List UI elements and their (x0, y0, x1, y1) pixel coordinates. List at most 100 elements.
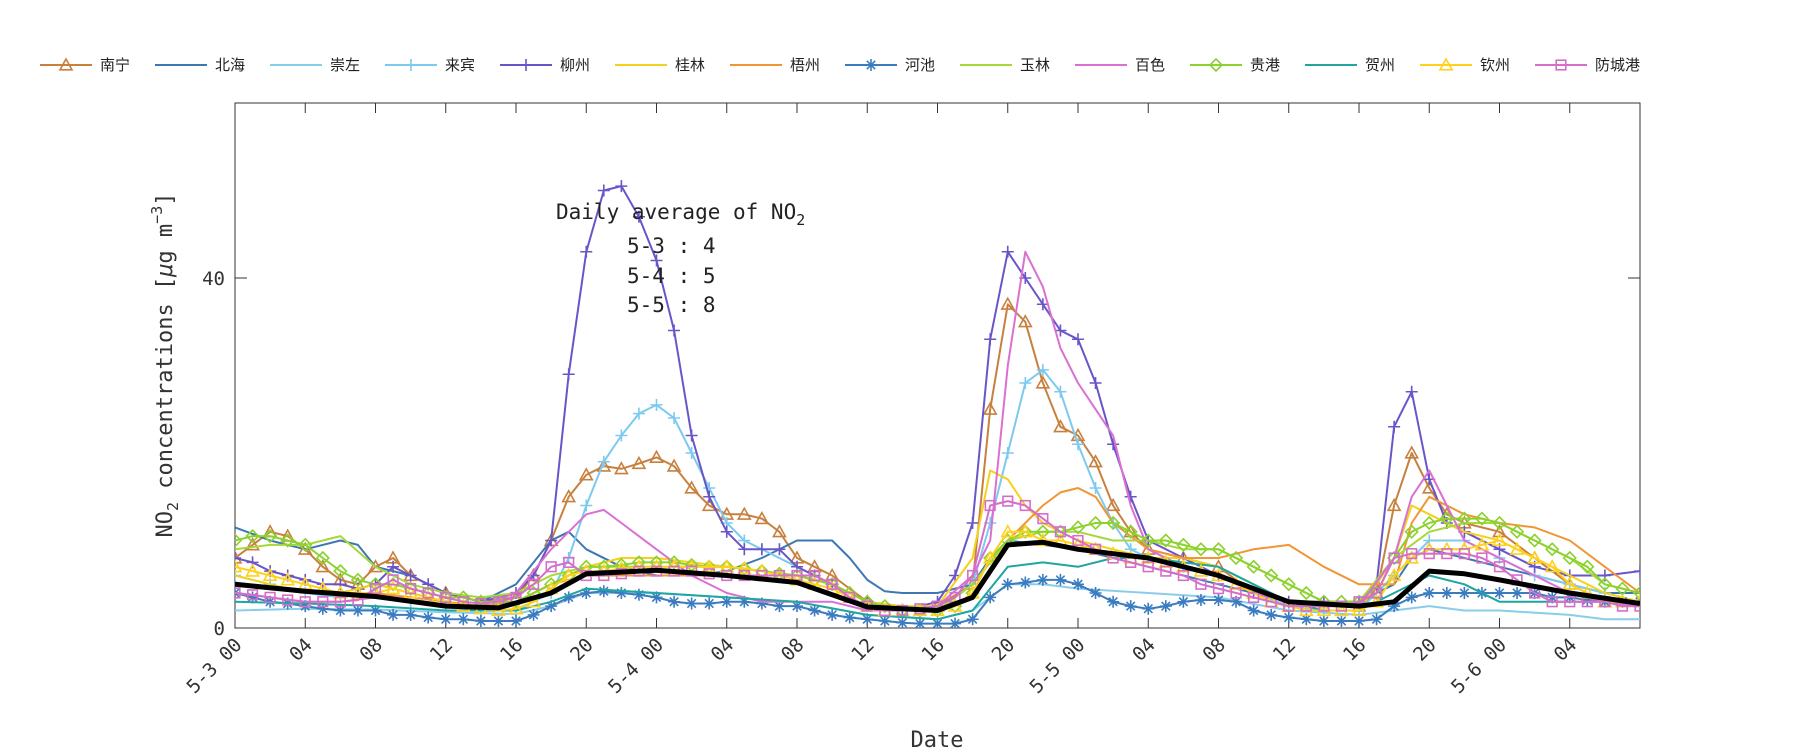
data-point-marker (404, 569, 417, 582)
data-point-marker (1054, 324, 1067, 337)
series-line (235, 250, 1640, 612)
data-point-marker (984, 333, 997, 346)
data-point-marker (668, 595, 681, 608)
data-point-marker (982, 401, 998, 415)
data-point-marker (1036, 363, 1049, 376)
data-point-marker (405, 583, 417, 595)
x-tick-label: 04 (1128, 634, 1160, 666)
data-point-marker (1457, 511, 1472, 526)
data-point-marker (684, 480, 699, 494)
legend-label: 防城港 (1595, 56, 1640, 74)
legend-label: 河池 (905, 56, 935, 74)
data-point-marker (1123, 524, 1138, 539)
data-point-marker (1388, 420, 1401, 433)
data-point-marker (334, 604, 347, 617)
data-point-marker (1035, 375, 1051, 389)
annotation-title: Daily average of NO2 (556, 200, 805, 229)
data-point-marker (878, 615, 891, 627)
data-point-marker (1107, 595, 1120, 608)
data-point-marker (1476, 552, 1488, 564)
daily-average-annotation: Daily average of NO2 5-3 : 4 5-4 : 5 5-5… (556, 200, 805, 317)
data-point-marker (615, 180, 628, 193)
series-0 (235, 296, 1640, 617)
data-point-marker (334, 596, 346, 608)
data-point-marker (545, 600, 558, 613)
legend-item: 南宁 (40, 56, 130, 74)
data-point-marker (561, 567, 577, 582)
data-point-marker (562, 591, 575, 604)
series-11 (235, 557, 1640, 621)
legend-label: 百色 (1135, 56, 1165, 74)
data-point-marker (791, 600, 803, 613)
legend-label: 崇左 (330, 56, 360, 74)
data-point-marker (368, 577, 383, 592)
series-line (235, 185, 1640, 612)
data-point-marker (1195, 578, 1207, 590)
data-point-marker (1298, 602, 1314, 617)
data-point-marker (738, 595, 751, 608)
data-point-marker (719, 559, 734, 574)
data-point-marker (1597, 577, 1613, 592)
data-point-marker (967, 569, 979, 582)
data-point-marker (1632, 585, 1640, 601)
data-point-marker (316, 602, 329, 615)
data-point-marker (315, 550, 330, 566)
data-point-marker (1474, 537, 1490, 551)
data-point-marker (1562, 550, 1577, 566)
data-point-marker (563, 556, 575, 568)
data-point-marker (578, 467, 594, 481)
x-tick-label: 08 (1198, 634, 1230, 666)
data-point-marker (1054, 573, 1067, 586)
legend-item: 崇左 (270, 56, 360, 74)
data-point-marker (982, 550, 998, 564)
data-point-marker (1212, 583, 1225, 595)
data-point-marker (966, 517, 979, 529)
data-point-marker (736, 506, 752, 520)
data-point-marker (666, 458, 682, 472)
data-point-marker (1386, 497, 1402, 512)
data-point-marker (1246, 559, 1261, 574)
data-point-marker (1404, 524, 1419, 539)
y-axis-label: NO2 concentrations [μg m−3] (148, 192, 182, 537)
data-point-marker (596, 458, 612, 472)
data-point-marker (369, 604, 382, 617)
data-point-marker (1441, 548, 1453, 560)
data-point-marker (264, 591, 276, 603)
data-point-marker (1564, 596, 1576, 608)
legend-marker (405, 59, 417, 71)
data-point-marker (896, 616, 909, 628)
data-point-marker (1035, 532, 1051, 547)
legend-label: 桂林 (675, 56, 705, 74)
data-point-marker (1248, 591, 1260, 603)
data-point-marker (1193, 542, 1209, 557)
data-point-marker (1053, 419, 1068, 433)
legend-item: 河池 (845, 56, 935, 74)
x-tick-label: 04 (285, 634, 317, 666)
data-point-marker (650, 254, 663, 267)
data-point-marker (1230, 595, 1243, 608)
x-tick-label: 5-5 00 (1025, 634, 1089, 698)
data-point-marker (650, 591, 663, 604)
data-point-marker (562, 368, 575, 381)
data-point-marker (615, 429, 628, 442)
data-point-marker (1405, 591, 1418, 604)
data-point-marker (1002, 495, 1014, 507)
data-point-marker (1072, 578, 1084, 591)
data-point-marker (983, 550, 998, 566)
data-point-marker (1458, 587, 1471, 599)
data-point-marker (262, 567, 278, 582)
data-point-marker (826, 578, 838, 590)
legend-marker (865, 59, 877, 71)
data-point-marker (1386, 567, 1402, 582)
data-point-marker (1405, 385, 1418, 398)
data-point-marker (527, 578, 540, 590)
series-line (235, 500, 1640, 612)
data-point-marker (1423, 587, 1436, 599)
data-point-marker (333, 563, 348, 579)
data-point-marker (1070, 520, 1086, 535)
legend-item: 桂林 (615, 56, 705, 74)
data-point-marker (1072, 534, 1084, 547)
data-point-marker (245, 537, 260, 551)
legend-label: 钦州 (1480, 56, 1510, 74)
data-point-marker (703, 490, 716, 503)
